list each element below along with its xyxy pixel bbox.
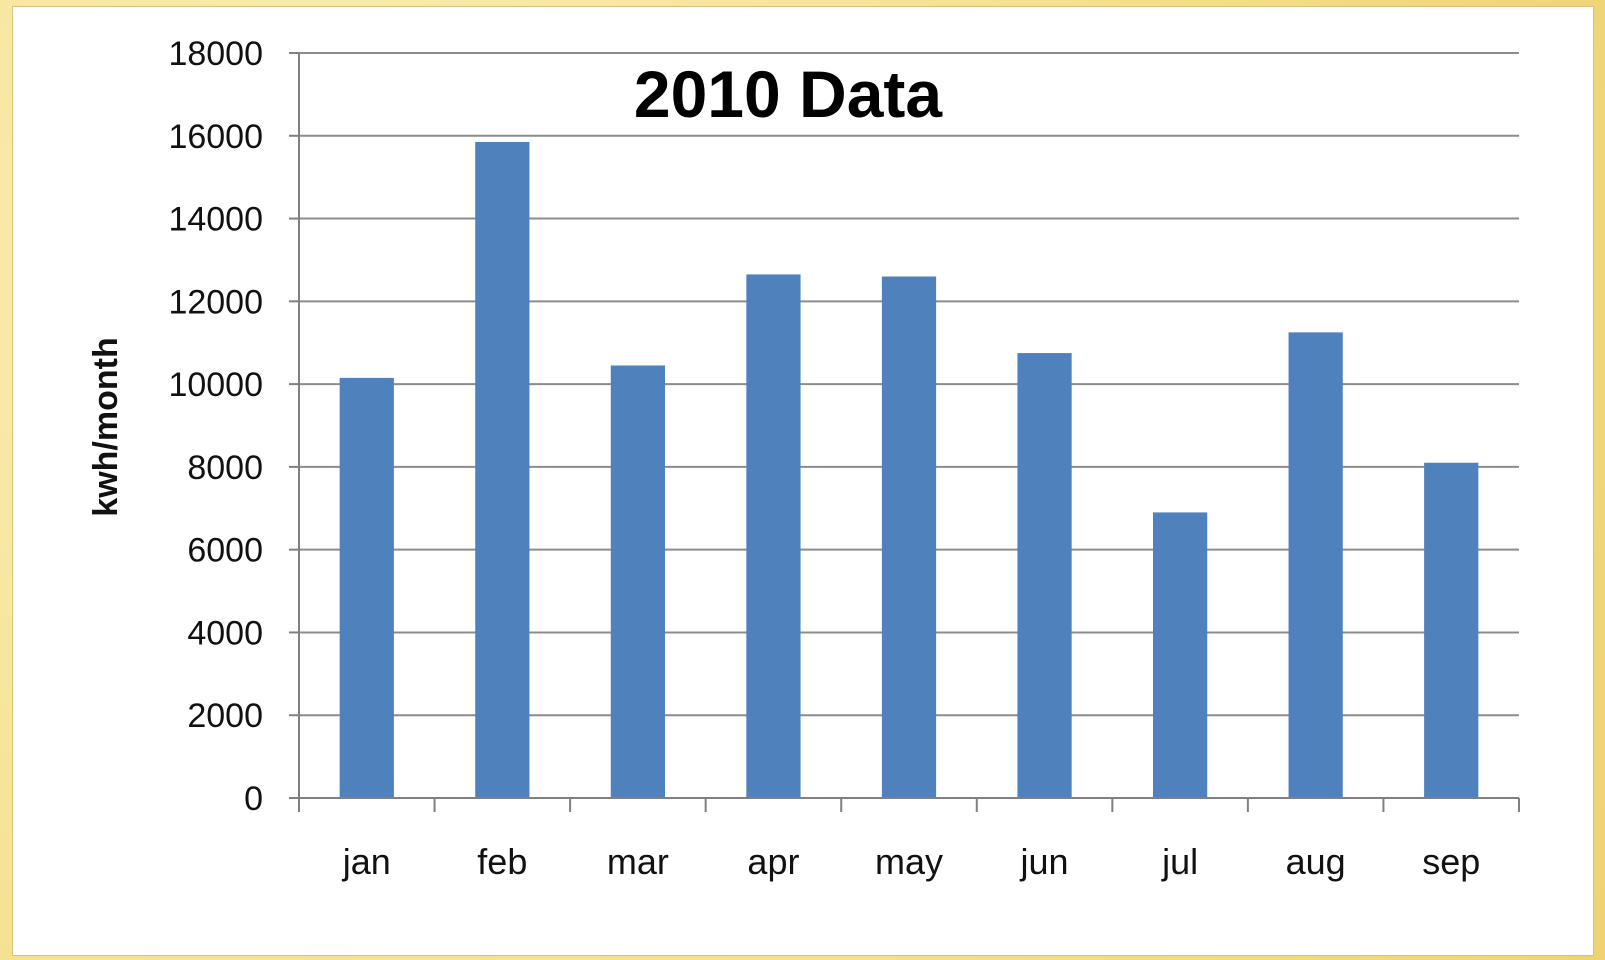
x-tick-label: jul: [1161, 841, 1198, 882]
chart-title: 2010 Data: [634, 57, 944, 131]
bar-feb: [475, 141, 530, 799]
y-tick-label: 12000: [168, 283, 263, 321]
x-tick-label: may: [875, 841, 943, 882]
x-tick-label: aug: [1286, 841, 1346, 882]
bar-mar: [610, 365, 665, 798]
bars: [339, 141, 1479, 799]
y-tick-label: 6000: [187, 532, 263, 570]
x-tick-label: sep: [1422, 841, 1480, 882]
x-tick-label: jan: [342, 841, 391, 882]
x-tick-label: jun: [1020, 841, 1069, 882]
axes: [289, 52, 1520, 812]
bar-jul: [1153, 512, 1208, 798]
x-tick-labels: jan feb mar apr may jun jul aug sep: [342, 841, 1480, 882]
y-tick-label: 18000: [168, 35, 263, 73]
chart-panel: 0 2000 4000 6000 8000 10000 12000 14000 16000 180…: [12, 6, 1594, 956]
y-tick-label: 14000: [168, 201, 263, 239]
bar-jun: [1017, 353, 1072, 798]
y-axis-title: kwh/month: [87, 337, 125, 516]
y-tick-label: 2000: [187, 697, 263, 735]
bar-chart: 0 2000 4000 6000 8000 10000 12000 14000 16000 180…: [87, 35, 1520, 882]
y-tick-label: 4000: [187, 614, 263, 652]
bar-sep: [1424, 462, 1479, 798]
bar-jan: [339, 377, 394, 798]
y-tick-label: 0: [244, 780, 263, 818]
bar-aug: [1288, 332, 1343, 798]
x-tick-label: feb: [477, 841, 527, 882]
bar-may: [881, 276, 937, 798]
y-tick-labels: 0 2000 4000 6000 8000 10000 12000 14000 16000 180…: [168, 35, 263, 818]
x-tick-label: apr: [747, 841, 799, 882]
bar-apr: [746, 274, 801, 798]
y-tick-label: 10000: [168, 366, 263, 404]
y-tick-label: 8000: [187, 449, 263, 487]
y-tick-label: 16000: [168, 118, 263, 156]
x-tick-label: mar: [607, 841, 669, 882]
